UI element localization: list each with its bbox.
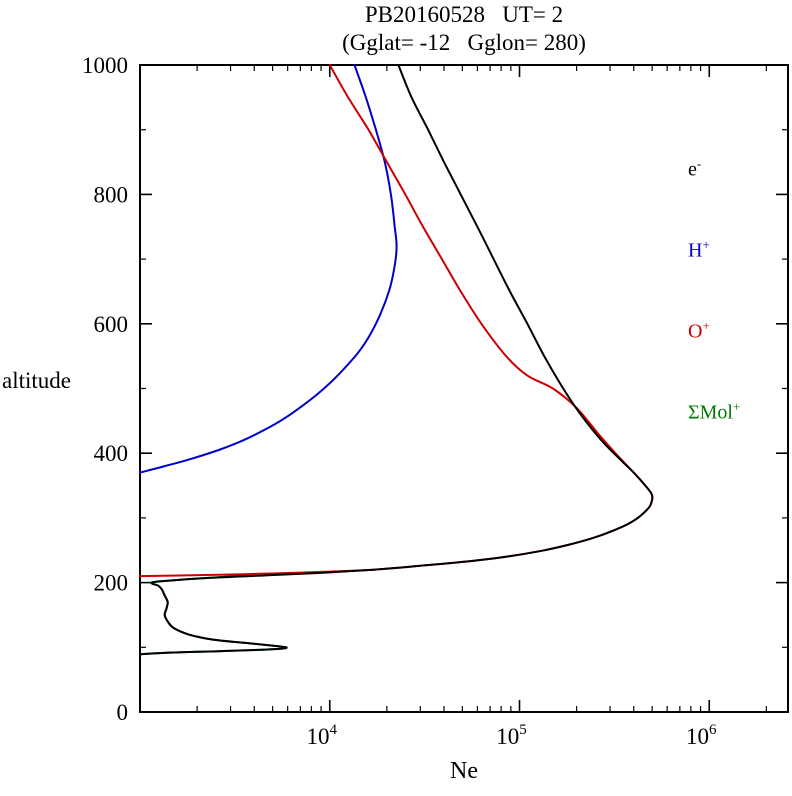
series-o: [139, 64, 654, 578]
y-tick-label: 600: [94, 312, 129, 337]
legend-label-hplus: H: [688, 239, 703, 262]
series-h: [139, 64, 398, 474]
legend-label-electron: e: [688, 158, 697, 181]
legend-label-molplus: ΣMol: [688, 401, 733, 424]
legend: e- H+ O+ ΣMol+: [688, 96, 740, 474]
legend-item: O+: [688, 312, 740, 343]
legend-sup-oplus: +: [702, 318, 710, 333]
x-tick-label: 105: [496, 722, 526, 749]
y-tick-label: 200: [94, 571, 129, 596]
series-mol: [139, 573, 288, 656]
y-tick-label: 1000: [82, 53, 128, 78]
chart-subtitle: (Gglat= -12 Gglon= 280): [342, 30, 586, 55]
chart-title: PB20160528 UT= 2: [364, 2, 564, 27]
y-axis-label: altitude: [2, 368, 71, 393]
legend-label-oplus: O: [688, 320, 703, 343]
legend-item: H+: [688, 231, 740, 262]
series-e: [139, 64, 654, 656]
y-tick-label: 800: [94, 182, 129, 207]
y-tick-label: 0: [117, 700, 129, 725]
legend-item: e-: [688, 150, 740, 181]
x-tick-label: 104: [307, 722, 338, 749]
legend-item: ΣMol+: [688, 393, 741, 424]
legend-sup-molplus: +: [732, 399, 741, 414]
y-tick-label: 400: [94, 441, 129, 466]
x-axis-label: Ne: [450, 758, 478, 784]
legend-sup-hplus: +: [702, 237, 710, 252]
x-tick-label: 106: [686, 722, 717, 749]
legend-sup-electron: -: [696, 156, 702, 171]
